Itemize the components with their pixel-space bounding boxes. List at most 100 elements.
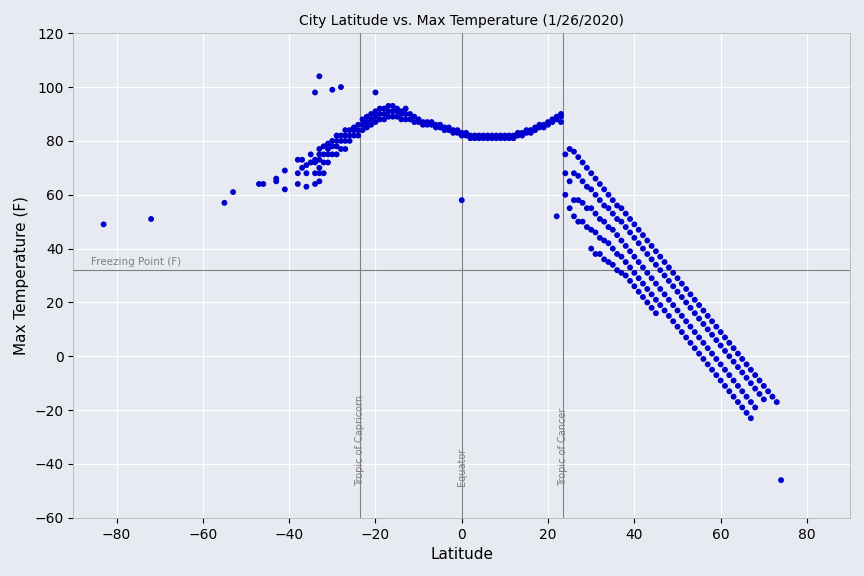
Point (666, 268, 680, 278)
Point (727, 376, 740, 385)
Point (378, 115, 391, 124)
Point (606, 225, 619, 234)
Point (575, 158, 589, 167)
Point (433, 120, 447, 130)
Point (593, 233, 607, 242)
Point (382, 107, 396, 116)
Point (601, 190, 615, 199)
Point (731, 381, 745, 391)
Point (463, 131, 477, 140)
Point (554, 118, 568, 127)
Point (395, 109, 409, 119)
Point (541, 118, 555, 127)
Point (571, 171, 585, 180)
Point (580, 163, 594, 172)
Point (584, 203, 598, 213)
Point (705, 317, 719, 326)
Point (537, 123, 550, 132)
Point (714, 376, 727, 385)
Point (360, 112, 374, 122)
Point (709, 370, 723, 380)
Point (313, 71, 327, 81)
Point (391, 107, 404, 116)
Point (334, 131, 348, 140)
Point (391, 112, 404, 122)
Point (610, 266, 624, 275)
Point (748, 403, 762, 412)
Point (459, 131, 473, 140)
Point (515, 131, 529, 140)
Point (632, 287, 645, 296)
Point (343, 126, 357, 135)
Point (597, 217, 611, 226)
Point (696, 306, 710, 315)
Point (580, 182, 594, 191)
Point (399, 104, 413, 113)
Point (670, 274, 684, 283)
Point (658, 271, 671, 280)
Point (326, 150, 340, 159)
Point (722, 370, 736, 380)
Point (597, 185, 611, 194)
Point (420, 120, 434, 130)
Point (597, 255, 611, 264)
Point (339, 131, 353, 140)
Point (597, 201, 611, 210)
Point (270, 174, 283, 183)
Point (330, 131, 344, 140)
Point (614, 203, 628, 213)
Point (692, 301, 706, 310)
Point (502, 134, 516, 143)
Point (442, 126, 455, 135)
Point (308, 169, 322, 178)
Point (645, 303, 658, 312)
Point (295, 155, 309, 164)
Point (580, 203, 594, 213)
Point (226, 187, 240, 196)
Point (588, 209, 602, 218)
Point (584, 225, 598, 234)
Point (666, 317, 680, 326)
Point (424, 118, 438, 127)
Point (567, 169, 581, 178)
Point (218, 198, 232, 207)
Point (688, 295, 702, 304)
Point (545, 115, 559, 124)
Point (532, 120, 546, 130)
Point (627, 268, 641, 278)
Point (369, 118, 383, 127)
Point (313, 163, 327, 172)
Point (679, 333, 693, 342)
Point (554, 109, 568, 119)
Point (450, 128, 464, 138)
Point (632, 238, 645, 248)
Point (144, 214, 158, 223)
Point (727, 357, 740, 366)
Point (601, 203, 615, 213)
Point (623, 263, 637, 272)
Point (753, 376, 766, 385)
Point (386, 107, 400, 116)
Point (373, 115, 387, 124)
Point (291, 155, 305, 164)
Point (433, 123, 447, 132)
Point (722, 352, 736, 361)
Point (313, 145, 327, 154)
Point (270, 177, 283, 186)
Point (467, 134, 481, 143)
Point (429, 120, 442, 130)
Point (610, 230, 624, 240)
Point (454, 131, 468, 140)
Point (627, 252, 641, 262)
Point (645, 274, 658, 283)
Point (601, 222, 615, 232)
Point (567, 147, 581, 156)
Point (528, 123, 542, 132)
Point (304, 150, 318, 159)
Point (476, 134, 490, 143)
Point (395, 107, 409, 116)
Point (408, 118, 422, 127)
Point (343, 137, 357, 146)
Point (352, 126, 365, 135)
Point (709, 322, 723, 331)
